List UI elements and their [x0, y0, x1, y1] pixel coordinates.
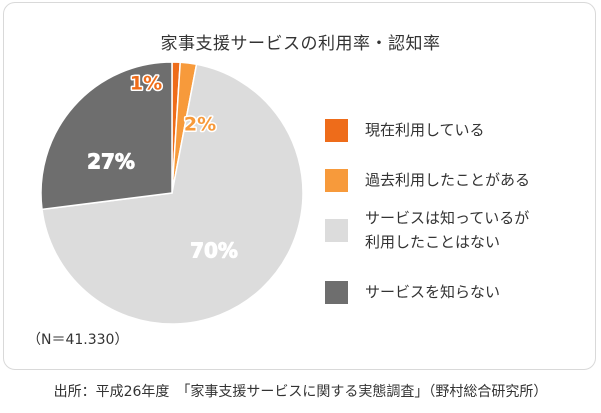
- source-caption: 出所：平成26年度 「家事支援サービスに関する実態調査」（野村総合研究所）: [53, 384, 548, 400]
- legend-swatch-past-use: [325, 168, 348, 192]
- legend-swatch-aware-not-used: [325, 218, 348, 242]
- legend-item-aware-not-used: サービスは知っているが 利用したことはない: [325, 206, 529, 254]
- slice-label-not-aware: 27%: [87, 150, 135, 174]
- slice-label-past-use: 2%: [184, 114, 216, 136]
- sample-size-note: （N＝41.330）: [27, 332, 129, 348]
- legend-label-current-use: 現在利用している: [365, 121, 485, 139]
- legend-label-aware-not-used: サービスは知っているが 利用したことはない: [365, 209, 530, 251]
- legend-swatch-current-use: [325, 118, 348, 142]
- pie-slice-aware-not-used: [41, 63, 304, 325]
- pie-slice-not-aware: [40, 61, 173, 211]
- legend-item-current-use: 現在利用している: [325, 118, 485, 142]
- slice-label-aware-not-used: 70%: [190, 239, 238, 263]
- legend-item-past-use: 過去利用したことがある: [325, 168, 530, 192]
- legend-item-not-aware: サービスを知らない: [325, 280, 500, 304]
- chart-title: 家事支援サービスの利用率・認知率: [160, 34, 441, 54]
- legend-swatch-not-aware: [325, 280, 348, 304]
- legend-label-past-use: 過去利用したことがある: [365, 171, 531, 189]
- legend-label-not-aware: サービスを知らない: [365, 283, 501, 301]
- slice-label-current-use: 1%: [130, 73, 162, 95]
